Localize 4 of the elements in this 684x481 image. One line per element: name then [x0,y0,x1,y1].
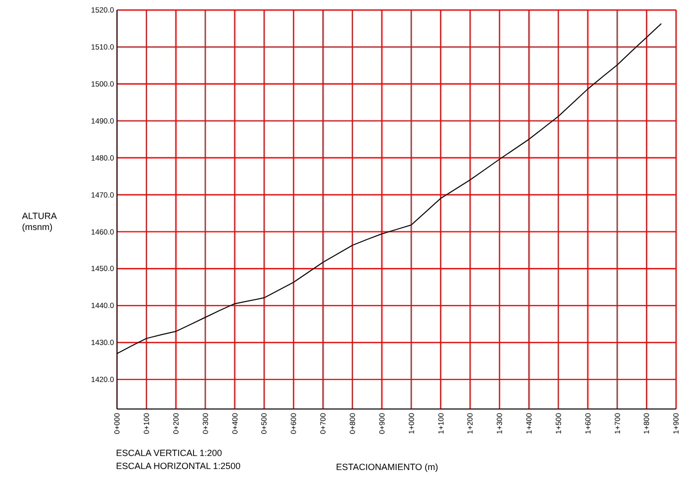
x-axis-title: ESTACIONAMIENTO (m) [336,462,438,472]
text: ESCALA VERTICAL 1:200 [116,448,222,458]
y-axis-title: ALTURA (msnm) [22,211,57,232]
text: ESCALA HORIZONTAL 1:2500 [116,461,241,471]
